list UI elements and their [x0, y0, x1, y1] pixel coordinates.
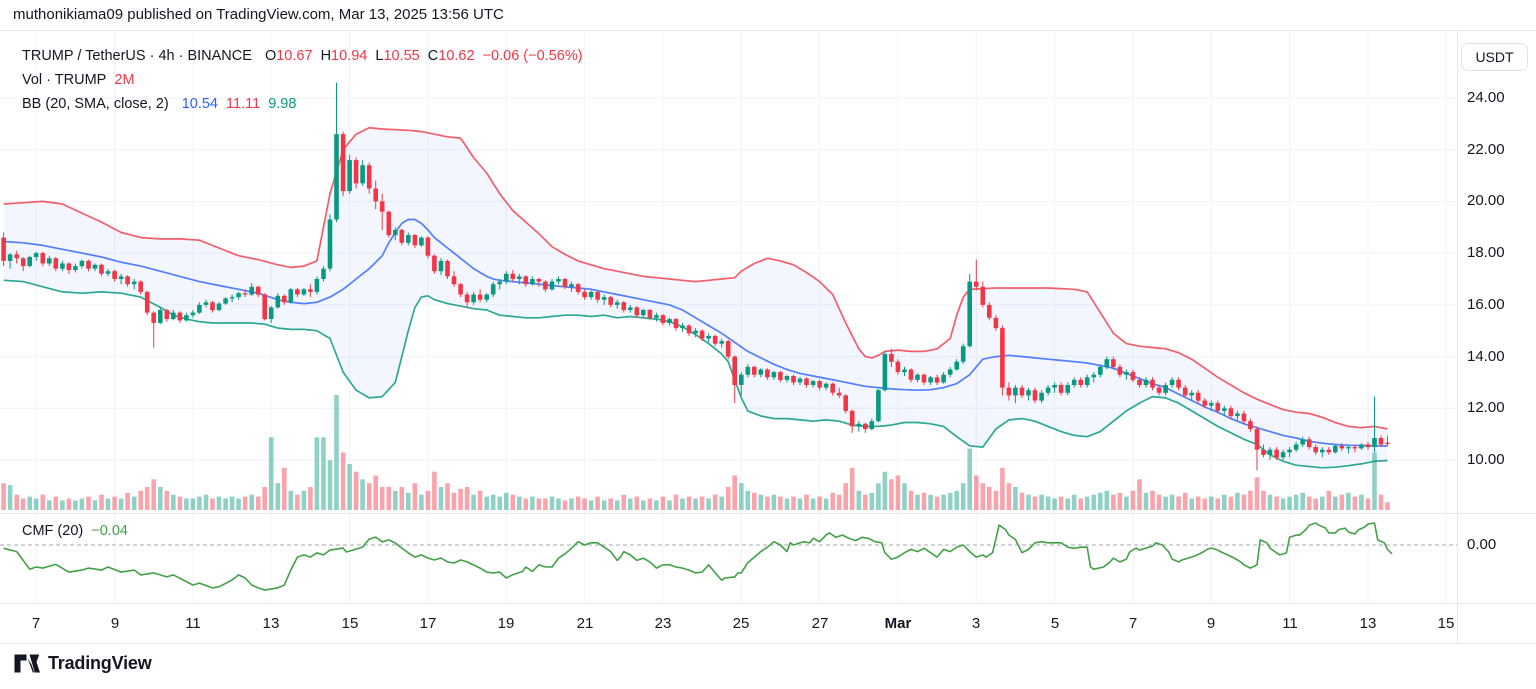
ohlc-open: O10.67: [264, 48, 313, 64]
chart-canvas[interactable]: [0, 30, 1457, 603]
time-tick-label: 3: [971, 615, 981, 632]
bb-title[interactable]: BB (20, SMA, close, 2): [22, 96, 169, 112]
currency-badge[interactable]: USDT: [1461, 43, 1528, 71]
time-tick-label: 13: [1359, 615, 1377, 632]
time-axis-divider: [0, 603, 1536, 604]
bb-basis-value: 10.54: [181, 96, 218, 112]
time-tick-label: 13: [262, 615, 280, 632]
time-tick-label: 19: [497, 615, 515, 632]
volume-value: 2M: [114, 72, 135, 88]
price-tick-label: 20.00: [1467, 192, 1505, 209]
price-tick-label: 22.00: [1467, 141, 1505, 158]
price-tick-label: 16.00: [1467, 296, 1505, 313]
time-tick-label: 7: [1128, 615, 1138, 632]
time-tick-label: 25: [732, 615, 750, 632]
price-tick-label: 18.00: [1467, 244, 1505, 261]
time-tick-label: 9: [110, 615, 120, 632]
bb-upper-value: 11.11: [226, 96, 261, 112]
price-chart-svg[interactable]: [0, 30, 1457, 603]
symbol-title[interactable]: TRUMP / TetherUS · 4h · BINANCE: [22, 48, 252, 64]
time-tick-label: 23: [654, 615, 672, 632]
cmf-value: −0.04: [91, 523, 128, 539]
volume-legend-row: Vol · TRUMP 2M: [22, 72, 135, 89]
price-scale-divider: [1457, 30, 1458, 643]
time-tick-label: Mar: [884, 615, 912, 632]
cmf-title[interactable]: CMF (20): [22, 523, 84, 539]
attribution-text: muthonikiama09 published on TradingView.…: [13, 6, 504, 23]
time-tick-label: 9: [1206, 615, 1216, 632]
tradingview-logo-icon: [14, 654, 40, 673]
price-tick-label: 24.00: [1467, 89, 1505, 106]
price-tick-label: 14.00: [1467, 348, 1505, 365]
time-tick-label: 21: [576, 615, 594, 632]
time-tick-label: 15: [1437, 615, 1455, 632]
bb-lower-value: 9.98: [268, 96, 297, 112]
volume-title[interactable]: Vol · TRUMP: [22, 72, 107, 88]
time-tick-label: 11: [185, 615, 201, 632]
time-tick-label: 27: [811, 615, 829, 632]
time-tick-label: 7: [31, 615, 41, 632]
time-tick-label: 11: [1282, 615, 1298, 632]
cmf-zero-tick-label: 0.00: [1467, 536, 1497, 553]
tradingview-branding[interactable]: TradingView: [13, 652, 152, 675]
time-tick-label: 5: [1050, 615, 1060, 632]
price-tick-label: 12.00: [1467, 399, 1505, 416]
change-value: −0.06 (−0.56%): [482, 48, 583, 64]
cmf-legend-row: CMF (20) −0.04: [22, 523, 128, 540]
symbol-legend-row: TRUMP / TetherUS · 4h · BINANCE O10.67 H…: [22, 48, 583, 65]
ohlc-close: C10.62: [427, 48, 475, 64]
bb-legend-row: BB (20, SMA, close, 2) 10.54 11.11 9.98: [22, 96, 296, 113]
time-tick-label: 15: [341, 615, 359, 632]
tradingview-brand-text: TradingView: [48, 653, 152, 673]
ohlc-high: H10.94: [320, 48, 368, 64]
price-tick-label: 10.00: [1467, 451, 1505, 468]
widget-bottom-divider: [0, 643, 1536, 644]
top-divider: [0, 30, 1536, 31]
ohlc-low: L10.55: [375, 48, 420, 64]
cmf-panel-divider[interactable]: [0, 513, 1536, 514]
time-tick-label: 17: [419, 615, 437, 632]
